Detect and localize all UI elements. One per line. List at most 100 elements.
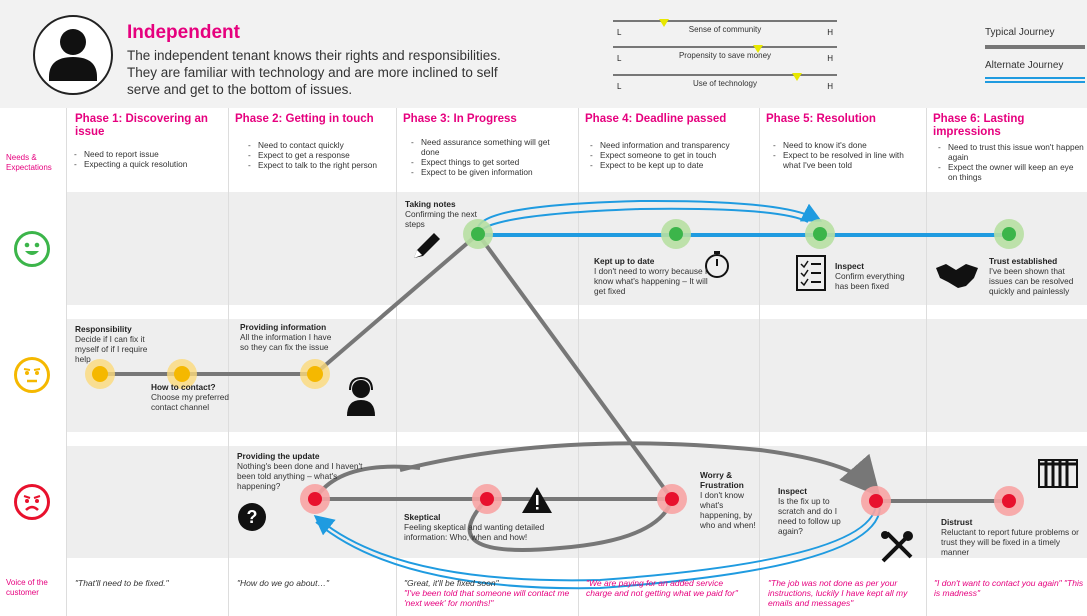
node-providing-information xyxy=(300,359,330,389)
node-desc: I've been shown that issues can be resol… xyxy=(989,266,1074,296)
node-text-kept-up-to-date: Kept up to date I don't need to worry bec… xyxy=(594,256,709,296)
phase-5-needs: Need to know it's doneExpect to be resol… xyxy=(771,140,921,170)
happy-face-icon xyxy=(14,231,50,267)
typical-path xyxy=(467,497,674,552)
node-inspect-bad xyxy=(861,486,891,516)
node-desc: Reluctant to report future problems or t… xyxy=(941,527,1079,557)
sad-face-icon xyxy=(14,484,50,520)
phase-2-title: Phase 2: Getting in touch xyxy=(235,113,374,125)
scale-sense-of-community: Sense of community L H xyxy=(613,19,837,40)
phase-3-needs: Need assurance something will get doneEx… xyxy=(409,137,569,177)
node-desc: Is the fix up to scratch and do I need t… xyxy=(778,496,841,536)
quote-phase-3: "Great, it'll be fixed soon" "I've been t… xyxy=(404,578,574,608)
quote-red: "We are paying for an added service char… xyxy=(586,578,738,598)
scale-low: L xyxy=(617,54,622,63)
quote-dark: "That'll need to be fixed." xyxy=(75,578,169,588)
row-label-voice: Voice of the customer xyxy=(6,578,48,597)
node-title: Distrust xyxy=(941,517,973,527)
node-how-to-contact xyxy=(167,359,197,389)
node-title: Providing information xyxy=(240,322,327,332)
scale-high: H xyxy=(827,28,833,37)
persona-header: Independent The independent tenant knows… xyxy=(0,0,1087,108)
node-worry xyxy=(657,484,687,514)
node-title: Providing the update xyxy=(237,451,320,461)
node-desc: I don't need to worry because I know wha… xyxy=(594,266,708,296)
node-trust-established xyxy=(994,219,1024,249)
alternate-path xyxy=(315,507,881,590)
quote-dark: "Great, it'll be fixed soon" xyxy=(404,578,499,588)
node-text-inspect-bad: Inspect Is the fix up to scratch and do I… xyxy=(778,486,853,536)
node-text-taking-notes: Taking notes Confirming the next steps xyxy=(405,199,485,229)
typical-path xyxy=(399,441,881,498)
node-text-responsibility: Responsibility Decide if I can fix it mys… xyxy=(75,324,155,364)
legend-alternate-swatch xyxy=(985,77,1085,79)
scale-use-of-technology: Use of technology L H xyxy=(613,73,837,94)
quote-phase-6: "I don't want to contact you again" "Thi… xyxy=(934,578,1084,598)
scale-high: H xyxy=(827,54,833,63)
scale-label: Propensity to save money xyxy=(678,51,772,60)
persona-description: The independent tenant knows their right… xyxy=(127,48,501,97)
node-text-how-to-contact: How to contact? Choose my preferred conta… xyxy=(151,382,231,412)
node-inspect-good xyxy=(805,219,835,249)
node-text-trust-established: Trust established I've been shown that is… xyxy=(989,256,1084,296)
phase-5-title: Phase 5: Resolution xyxy=(766,113,876,125)
node-taking-notes xyxy=(463,219,493,249)
scale-high: H xyxy=(827,82,833,91)
need-item: Expect to be resolved in line with what … xyxy=(773,150,921,170)
need-item: Expecting a quick resolution xyxy=(74,159,222,169)
node-text-inspect-good: Inspect Confirm everything has been fixed xyxy=(835,261,920,291)
neutral-face-icon xyxy=(14,357,50,393)
scale-low: L xyxy=(617,28,622,37)
scale-propensity-to-save: Propensity to save money L H xyxy=(613,45,837,66)
legend-typical: Typical Journey xyxy=(985,27,1085,49)
need-item: Expect the owner will keep an eye on thi… xyxy=(938,162,1084,182)
warning-icon xyxy=(522,487,552,513)
quote-red: "I don't want to contact you again" "Thi… xyxy=(934,578,1084,598)
band-happy xyxy=(66,192,1087,305)
legend-alternate-label: Alternate Journey xyxy=(985,60,1064,71)
need-item: Expect to be given information xyxy=(411,167,569,177)
node-desc: Confirming the next steps xyxy=(405,209,477,229)
alternate-path xyxy=(476,199,823,233)
need-item: Need to report issue xyxy=(74,149,222,159)
node-desc: Choose my preferred contact channel xyxy=(151,392,229,412)
tools-icon xyxy=(881,531,913,563)
phase-1-needs: Need to report issueExpecting a quick re… xyxy=(72,149,222,169)
phase-1-title: Phase 1: Discovering an issue xyxy=(75,113,208,138)
node-title: Inspect xyxy=(778,486,808,496)
node-title: Worry & Frustration xyxy=(700,470,744,490)
node-text-distrust: Distrust Reluctant to report future probl… xyxy=(941,517,1081,557)
legend-alternate-swatch-2 xyxy=(985,81,1085,83)
quote-dark: "How do we go about…" xyxy=(237,578,330,588)
node-providing-update xyxy=(300,484,330,514)
user-avatar-icon xyxy=(33,15,113,95)
prison-bars-icon xyxy=(1038,459,1078,488)
node-title: Trust established xyxy=(989,256,1058,266)
headset-person-icon xyxy=(347,376,375,416)
need-item: Expect to get a response xyxy=(248,150,386,160)
node-title: Taking notes xyxy=(405,199,456,209)
need-item: Need assurance something will get done xyxy=(411,137,569,157)
divider xyxy=(66,108,67,616)
need-item: Expect things to get sorted xyxy=(411,157,569,167)
node-text-skeptical: Skeptical Feeling skeptical and wanting d… xyxy=(404,512,569,542)
need-item: Expect to be kept up to date xyxy=(590,160,758,170)
need-item: Need to know it's done xyxy=(773,140,921,150)
checklist-icon xyxy=(796,255,826,291)
phase-2-needs: Need to contact quicklyExpect to get a r… xyxy=(246,140,386,170)
quote-red: "I've been told that someone will contac… xyxy=(404,588,570,608)
stopwatch-icon xyxy=(705,251,729,278)
need-item: Need information and transparency xyxy=(590,140,758,150)
divider xyxy=(396,108,397,616)
alternate-path xyxy=(476,207,809,239)
node-title: Skeptical xyxy=(404,512,441,522)
scale-marker xyxy=(753,45,763,53)
scale-low: L xyxy=(617,82,622,91)
quote-phase-2: "How do we go about…" xyxy=(237,578,392,588)
node-desc: Confirm everything has been fixed xyxy=(835,271,905,291)
node-desc: Nothing's been done and I haven't been t… xyxy=(237,461,363,491)
alternate-path xyxy=(313,504,877,582)
quote-phase-4: "We are paying for an added service char… xyxy=(586,578,751,598)
node-desc: I don't know what's happening, by who an… xyxy=(700,490,756,530)
